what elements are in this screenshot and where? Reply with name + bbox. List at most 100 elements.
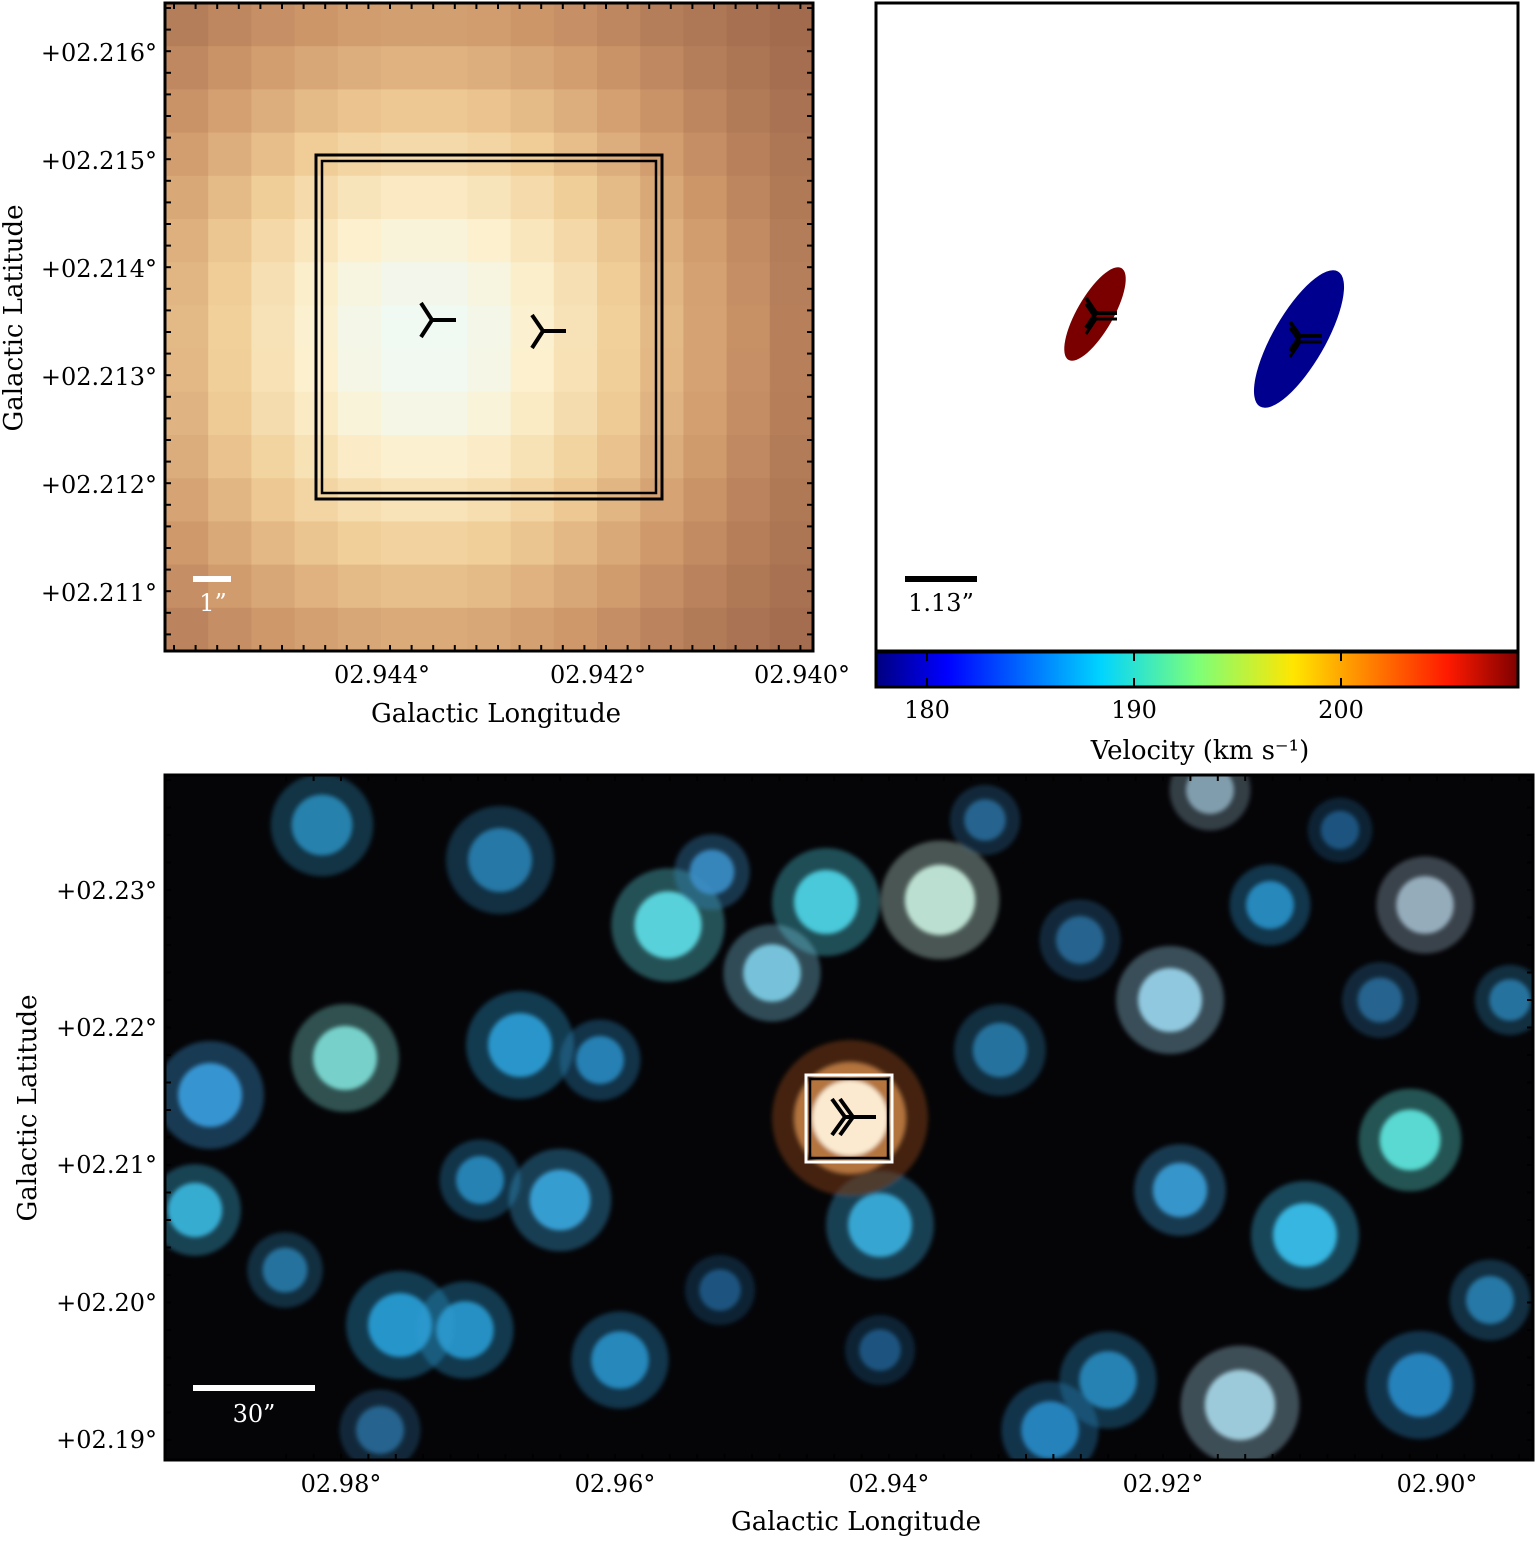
star bbox=[167, 1182, 223, 1238]
star bbox=[1273, 1203, 1337, 1267]
image-pixel bbox=[251, 305, 296, 350]
image-pixel bbox=[769, 564, 813, 609]
image-pixel bbox=[294, 521, 339, 566]
image-pixel bbox=[467, 3, 512, 47]
image-pixel bbox=[683, 89, 728, 134]
star bbox=[794, 870, 858, 934]
star bbox=[1056, 916, 1104, 964]
colorbar-tick-label: 190 bbox=[1111, 696, 1157, 724]
image-pixel bbox=[726, 521, 771, 566]
image-pixel bbox=[381, 607, 425, 651]
star bbox=[356, 1406, 404, 1454]
image-pixel bbox=[683, 219, 728, 263]
image-pixel bbox=[467, 305, 512, 350]
star bbox=[904, 864, 976, 936]
y-tick-label: +02.213° bbox=[41, 363, 157, 391]
star bbox=[1357, 977, 1403, 1023]
image-pixel bbox=[337, 305, 382, 350]
image-pixel bbox=[381, 521, 425, 566]
image-pixel bbox=[769, 132, 813, 177]
image-pixel bbox=[726, 3, 771, 47]
image-pixel bbox=[165, 391, 209, 436]
image-pixel bbox=[424, 348, 468, 393]
top-left-scale-label: 1” bbox=[199, 589, 227, 617]
bottom-image bbox=[165, 775, 1533, 1460]
image-pixel bbox=[337, 521, 382, 566]
bottom-scale-label: 30” bbox=[233, 1400, 276, 1428]
y-tick-label: +02.212° bbox=[41, 471, 157, 499]
image-pixel bbox=[553, 46, 598, 90]
image-pixel bbox=[726, 348, 771, 393]
image-pixel bbox=[294, 564, 339, 609]
image-pixel bbox=[208, 89, 252, 134]
image-pixel bbox=[294, 3, 339, 47]
image-pixel bbox=[510, 305, 555, 350]
image-pixel bbox=[381, 348, 425, 393]
image-pixel bbox=[424, 521, 468, 566]
image-pixel bbox=[251, 607, 296, 651]
image-pixel bbox=[208, 521, 252, 566]
image-pixel bbox=[769, 305, 813, 350]
image-pixel bbox=[251, 3, 296, 47]
image-pixel bbox=[769, 391, 813, 436]
star bbox=[964, 799, 1006, 841]
image-pixel bbox=[337, 391, 382, 436]
image-pixel bbox=[683, 564, 728, 609]
image-pixel bbox=[510, 435, 555, 479]
image-pixel bbox=[467, 521, 512, 566]
image-pixel bbox=[597, 89, 641, 134]
bottom-aperture-box bbox=[804, 1073, 894, 1164]
x-tick-label: 02.98° bbox=[301, 1470, 382, 1498]
top-left-aperture-box bbox=[314, 153, 664, 501]
image-pixel bbox=[294, 607, 339, 651]
source-marker bbox=[1288, 320, 1322, 358]
image-pixel bbox=[726, 607, 771, 651]
image-pixel bbox=[683, 3, 728, 47]
image-pixel bbox=[467, 46, 512, 90]
image-pixel bbox=[769, 435, 813, 479]
image-pixel bbox=[553, 391, 598, 436]
image-pixel bbox=[510, 175, 555, 220]
image-pixel bbox=[251, 564, 296, 609]
image-pixel bbox=[337, 46, 382, 90]
y-tick-label: +02.21° bbox=[56, 1151, 157, 1179]
image-pixel bbox=[510, 89, 555, 134]
image-pixel bbox=[467, 435, 512, 479]
image-pixel bbox=[726, 564, 771, 609]
image-pixel bbox=[165, 348, 209, 393]
bottom-panel: 30” 02.98° 02.96° 02.94° 02.92° 02.90° +… bbox=[13, 773, 1535, 1537]
image-pixel bbox=[337, 219, 382, 263]
colorbar-title: Velocity (km s⁻¹) bbox=[1090, 736, 1309, 766]
image-pixel bbox=[553, 435, 598, 479]
image-pixel bbox=[251, 219, 296, 263]
image-pixel bbox=[165, 521, 209, 566]
star bbox=[468, 828, 532, 892]
image-pixel bbox=[424, 607, 468, 651]
image-pixel bbox=[251, 89, 296, 134]
image-pixel bbox=[683, 478, 728, 522]
image-pixel bbox=[208, 564, 252, 609]
image-pixel bbox=[424, 3, 468, 47]
star bbox=[699, 1269, 741, 1311]
image-pixel bbox=[208, 607, 252, 651]
image-pixel bbox=[683, 348, 728, 393]
image-pixel bbox=[467, 607, 512, 651]
image-pixel bbox=[208, 46, 252, 90]
image-pixel bbox=[381, 435, 425, 479]
image-pixel bbox=[769, 607, 813, 651]
star bbox=[1388, 1353, 1452, 1417]
image-pixel bbox=[467, 219, 512, 263]
top-left-aperture-box-inner bbox=[320, 159, 658, 495]
image-pixel bbox=[251, 521, 296, 566]
x-tick-label: 02.944° bbox=[334, 661, 430, 689]
star bbox=[1466, 1276, 1514, 1324]
image-pixel bbox=[467, 348, 512, 393]
velocity-colorbar bbox=[874, 650, 1520, 689]
image-pixel bbox=[597, 348, 641, 393]
image-pixel bbox=[208, 348, 252, 393]
colorbar-ticks bbox=[926, 652, 1342, 687]
image-pixel bbox=[424, 262, 468, 306]
image-pixel bbox=[165, 219, 209, 263]
image-pixel bbox=[640, 46, 684, 90]
image-pixel bbox=[165, 89, 209, 134]
